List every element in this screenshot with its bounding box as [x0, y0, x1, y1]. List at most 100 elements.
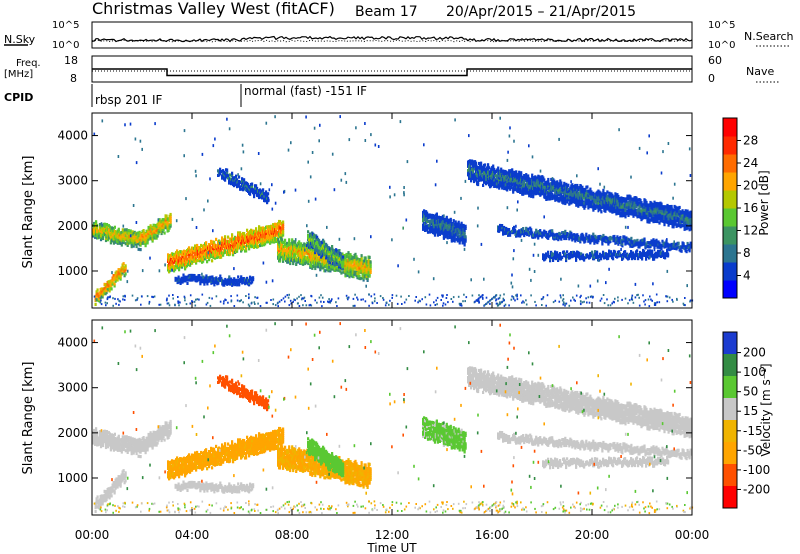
- power-cell: [236, 283, 239, 287]
- power-cell: [249, 192, 252, 196]
- power-cell: [242, 246, 245, 251]
- power-cell: [533, 182, 536, 186]
- power-cell: [255, 227, 258, 231]
- power-cell: [426, 213, 429, 217]
- power-cell: [206, 260, 209, 264]
- power-cell: [215, 237, 218, 241]
- power-cell: [314, 249, 317, 253]
- power-cell: [230, 244, 233, 248]
- power-cell: [330, 262, 333, 266]
- power-cell: [302, 262, 305, 266]
- power-cell: [506, 184, 509, 188]
- power-cell: [541, 192, 544, 196]
- power-cell: [459, 236, 462, 240]
- power-cell: [530, 228, 533, 232]
- power-cell: [111, 235, 114, 239]
- power-cell: [195, 257, 198, 261]
- power-cell: [457, 222, 460, 226]
- nsky-panel-frame: [91, 21, 693, 49]
- power-cell: [426, 228, 429, 232]
- power-cell: [149, 233, 152, 238]
- power-cell: [208, 258, 211, 262]
- power-cell: [210, 281, 213, 285]
- power-cell: [547, 177, 550, 182]
- power-cell: [475, 163, 478, 167]
- power-cell: [284, 238, 287, 242]
- power-cell: [613, 234, 616, 239]
- cpid-label: CPID: [4, 91, 33, 104]
- power-cell: [528, 179, 531, 183]
- power-cell: [324, 269, 327, 273]
- power-cell: [251, 280, 254, 284]
- power-cell: [428, 224, 432, 228]
- power-cell: [453, 226, 456, 230]
- power-cell: [574, 183, 577, 188]
- power-cell: [295, 262, 298, 266]
- power-cell: [502, 184, 505, 188]
- power-cell: [164, 224, 167, 228]
- power-cell: [318, 239, 321, 243]
- power-cell: [249, 275, 252, 279]
- power-cell: [280, 248, 283, 253]
- power-cell: [353, 256, 356, 260]
- power-cell: [472, 170, 475, 174]
- power-cell: [347, 251, 350, 255]
- power-cell: [520, 171, 523, 175]
- power-cell: [268, 225, 271, 229]
- power-cell: [689, 210, 692, 214]
- power-cell: [619, 235, 622, 240]
- power-cell: [130, 245, 133, 249]
- power-cell: [483, 165, 486, 170]
- power-cell: [151, 227, 154, 231]
- power-cell: [215, 276, 218, 280]
- power-cell: [169, 222, 172, 226]
- power-cell: [458, 241, 461, 245]
- power-cell: [278, 248, 281, 252]
- power-cell: [186, 257, 189, 261]
- power-cell: [558, 193, 561, 197]
- power-cell: [658, 221, 661, 225]
- power-cell: [118, 239, 121, 243]
- power-cell: [105, 223, 109, 227]
- power-cell: [328, 252, 331, 256]
- power-cell: [123, 270, 126, 274]
- power-cell: [453, 231, 456, 235]
- power-cell: [538, 175, 541, 179]
- power-cell: [342, 257, 345, 261]
- power-cell: [240, 278, 243, 283]
- power-cell: [228, 277, 231, 281]
- power-cell: [111, 231, 114, 235]
- power-cell: [116, 241, 119, 245]
- power-cell: [549, 193, 552, 197]
- power-cell: [163, 231, 166, 235]
- power-cell: [264, 199, 267, 203]
- power-cell: [111, 282, 114, 286]
- power-cell: [655, 201, 658, 206]
- power-cell: [477, 180, 480, 184]
- power-cell: [111, 280, 114, 284]
- power-cell: [231, 171, 234, 175]
- power-cell: [248, 281, 251, 285]
- power-cell: [355, 269, 358, 273]
- power-cell: [254, 244, 257, 248]
- power-cell: [549, 197, 552, 201]
- power-cell: [433, 223, 437, 227]
- power-cell: [156, 234, 159, 238]
- power-cell: [103, 233, 107, 237]
- power-cell: [544, 187, 547, 191]
- power-cell: [449, 219, 452, 224]
- power-cell: [132, 244, 135, 248]
- power-cell: [254, 236, 257, 240]
- power-cell: [321, 254, 324, 258]
- freq-tick-top: 18: [64, 54, 78, 67]
- power-cell: [509, 170, 512, 174]
- power-cell: [445, 215, 448, 219]
- power-cell: [640, 201, 643, 205]
- power-cell: [446, 234, 449, 238]
- power-cell: [534, 185, 537, 189]
- power-cell: [220, 249, 223, 253]
- power-cell: [96, 288, 99, 292]
- power-cell: [169, 256, 172, 260]
- power-cell: [533, 180, 536, 184]
- power-cell: [98, 223, 102, 227]
